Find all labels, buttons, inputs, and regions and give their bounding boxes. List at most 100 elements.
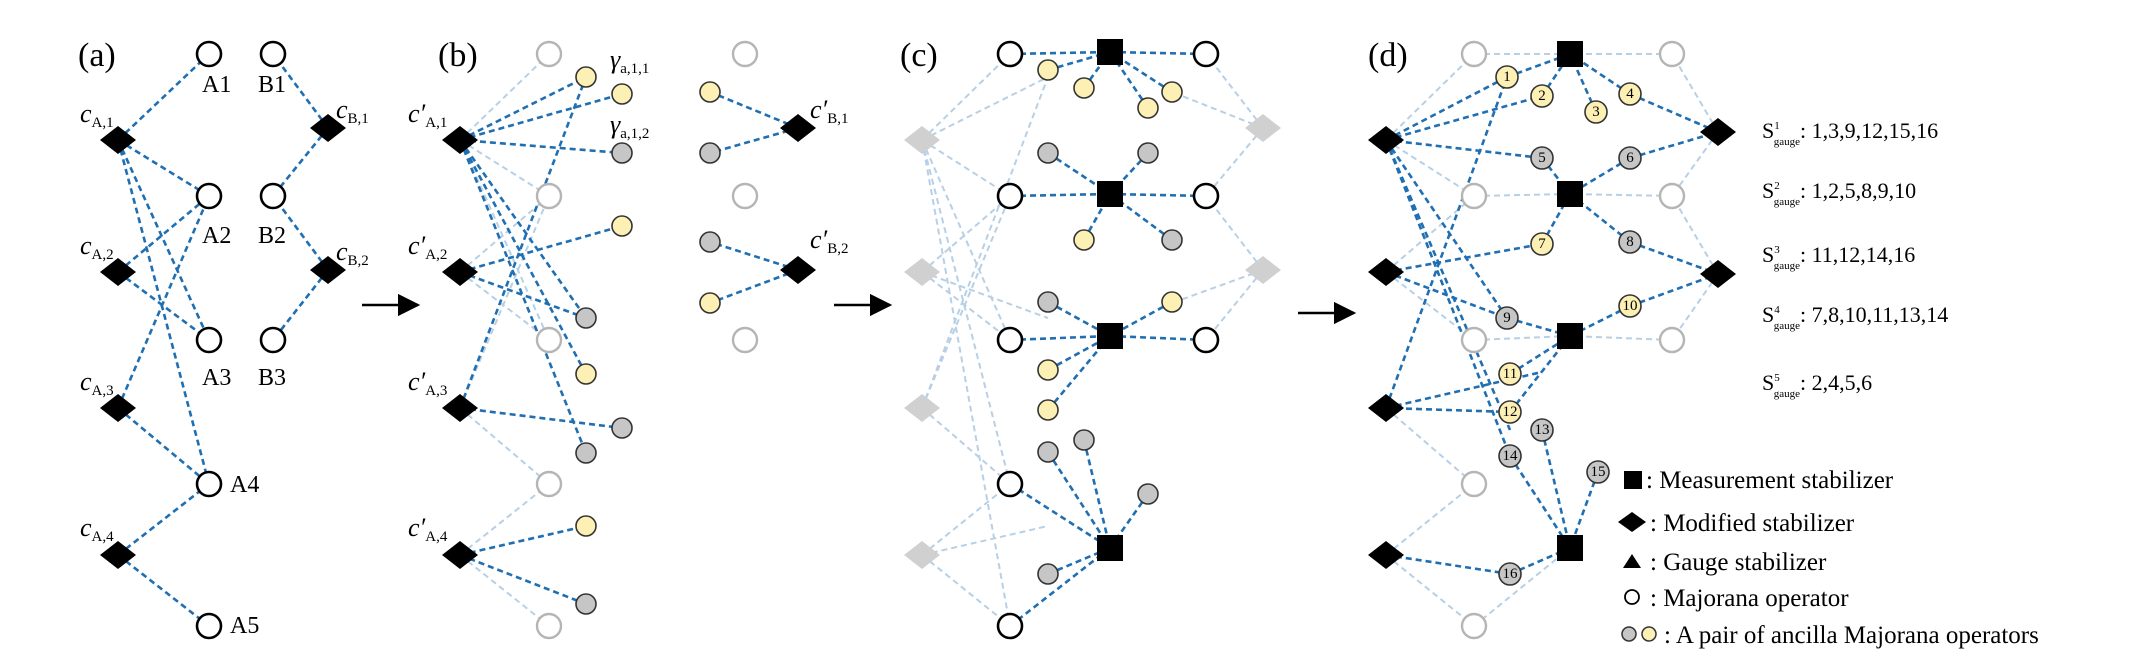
modified-stabilizer bbox=[442, 126, 478, 154]
modified-stabilizer bbox=[310, 114, 346, 142]
ancilla-majorana-yellow bbox=[1498, 400, 1522, 424]
node-label-B3: B3 bbox=[258, 365, 286, 391]
majorana-operator bbox=[535, 612, 563, 640]
modified-stabilizer bbox=[1368, 541, 1404, 569]
panel-c-measurement-stabilizers bbox=[1097, 39, 1123, 561]
measurement-stabilizer bbox=[1557, 41, 1583, 67]
majorana-operator bbox=[535, 40, 563, 68]
majorana-operator bbox=[535, 182, 563, 210]
majorana-operator bbox=[259, 326, 287, 354]
ancilla-majorana-grey bbox=[1037, 142, 1059, 164]
panel-b-yellow-ancillas bbox=[575, 66, 721, 537]
panel-d-faded-majoranas bbox=[1460, 40, 1686, 640]
majorana-operator bbox=[731, 182, 759, 210]
stabilizer-label: cB,2 bbox=[336, 237, 369, 269]
modified-stabilizer bbox=[442, 394, 478, 422]
stabilizer-label: c′A,3 bbox=[408, 367, 447, 399]
ancilla-majorana-grey bbox=[575, 307, 597, 329]
panel-b-faded-majoranas bbox=[535, 40, 759, 640]
ancilla-majorana-grey bbox=[699, 231, 721, 253]
panel-a-stabilizers bbox=[100, 114, 346, 569]
measurement-stabilizer bbox=[1557, 323, 1583, 349]
ancilla-majorana-yellow bbox=[1161, 291, 1183, 313]
gauge-set-3: S3 gauge: 11,12,14,16 bbox=[1762, 242, 1915, 272]
majorana-operator bbox=[1460, 182, 1488, 210]
majorana-operator bbox=[996, 612, 1024, 640]
modified-stabilizer bbox=[1700, 118, 1736, 146]
ancilla-majorana-yellow bbox=[1530, 84, 1554, 108]
ancilla-majorana-grey bbox=[1530, 418, 1554, 442]
node-label-A1: A1 bbox=[202, 72, 231, 98]
ancilla-majorana-grey bbox=[611, 417, 633, 439]
majorana-operator bbox=[1460, 470, 1488, 498]
ancilla-majorana-yellow bbox=[1584, 100, 1608, 124]
ancilla-majorana-grey bbox=[1037, 291, 1059, 313]
majorana-operator bbox=[1658, 326, 1686, 354]
majorana-operator-legend-icon bbox=[1624, 589, 1640, 605]
legend-ancilla-pair: : A pair of ancilla Majorana operators bbox=[1664, 622, 2039, 649]
ancilla-majorana-grey bbox=[1137, 483, 1159, 505]
modified-stabilizer bbox=[904, 541, 940, 569]
modified-stabilizer bbox=[100, 258, 136, 286]
modified-stabilizer bbox=[442, 541, 478, 569]
majorana-operator bbox=[731, 40, 759, 68]
majorana-operator bbox=[259, 40, 287, 68]
majorana-operator bbox=[1658, 182, 1686, 210]
panel-label-d: (d) bbox=[1368, 37, 1408, 74]
ancilla-majorana-yellow bbox=[575, 363, 597, 385]
stabilizer-label: c′B,1 bbox=[810, 95, 849, 127]
modified-stabilizer bbox=[904, 394, 940, 422]
panel-label-a: (a) bbox=[78, 37, 116, 74]
panel-b-stabilizers bbox=[442, 114, 816, 569]
panel-d-ancillas bbox=[1495, 65, 1642, 586]
modified-stabilizer bbox=[904, 126, 940, 154]
panel-a-node-labels: A1 A2 A3 A4 A5 B1 B2 B3 bbox=[202, 72, 286, 639]
gamma-label: γa,1,2 bbox=[610, 110, 649, 142]
panel-a: A1 A2 A3 A4 A5 B1 B2 B3 cA,1 cA,2 cA,3 c… bbox=[80, 40, 369, 640]
ancilla-number: 8 bbox=[1626, 234, 1634, 250]
measurement-stabilizer bbox=[1097, 39, 1123, 65]
majorana-operator bbox=[996, 326, 1024, 354]
stabilizer-label: cA,1 bbox=[80, 99, 114, 131]
majorana-operator bbox=[1460, 40, 1488, 68]
stabilizer-label: c′A,2 bbox=[408, 231, 447, 263]
ancilla-yellow-legend-icon bbox=[1641, 626, 1657, 642]
measurement-stabilizer bbox=[1557, 181, 1583, 207]
stabilizer-label: c′A,4 bbox=[408, 513, 448, 545]
ancilla-number: 2 bbox=[1538, 88, 1546, 104]
ancilla-number: 6 bbox=[1626, 150, 1634, 166]
majorana-operator bbox=[996, 182, 1024, 210]
ancilla-number: 12 bbox=[1503, 404, 1518, 420]
majorana-operator bbox=[535, 326, 563, 354]
ancilla-number: 14 bbox=[1503, 448, 1519, 464]
majorana-operator bbox=[259, 182, 287, 210]
panel-d-measurement-stabilizers bbox=[1557, 41, 1583, 561]
ancilla-majorana-grey bbox=[575, 442, 597, 464]
panel-b-faded-edges bbox=[459, 53, 550, 627]
panel-d: 1 2 3 4 5 6 7 8 9 10 11 12 13 14 15 16 S… bbox=[1368, 40, 2039, 649]
ancilla-majorana-grey bbox=[699, 142, 721, 164]
panel-c-grey-ancillas bbox=[1037, 142, 1183, 585]
panel-d-ancilla-numbers: 1 2 3 4 5 6 7 8 9 10 11 12 13 14 15 16 bbox=[1503, 69, 1638, 582]
panel-a-majoranas bbox=[195, 40, 287, 640]
modified-stabilizer bbox=[780, 114, 816, 142]
ancilla-majorana-grey bbox=[1498, 444, 1522, 468]
ancilla-number: 3 bbox=[1592, 104, 1600, 120]
majorana-operator bbox=[731, 326, 759, 354]
panel-c-yellow-ancillas bbox=[1037, 59, 1183, 421]
gauge-stabilizer-legend-icon bbox=[1623, 554, 1641, 568]
ancilla-majorana-yellow bbox=[1137, 97, 1159, 119]
ancilla-number: 4 bbox=[1626, 86, 1634, 102]
modified-stabilizer bbox=[1245, 256, 1281, 284]
legend-majorana-operator: : Majorana operator bbox=[1650, 585, 1849, 612]
ancilla-number: 16 bbox=[1503, 566, 1519, 582]
modified-stabilizer bbox=[1245, 114, 1281, 142]
node-label-A3: A3 bbox=[202, 365, 231, 391]
modified-stabilizer bbox=[442, 258, 478, 286]
ancilla-majorana-grey bbox=[1618, 146, 1642, 170]
modified-stabilizer bbox=[1368, 126, 1404, 154]
measurement-stabilizer bbox=[1557, 535, 1583, 561]
ancilla-majorana-yellow bbox=[1618, 82, 1642, 106]
panel-b: c′A,1 c′A,2 c′A,3 c′A,4 c′B,1 c′B,2 γa,1… bbox=[408, 40, 849, 640]
